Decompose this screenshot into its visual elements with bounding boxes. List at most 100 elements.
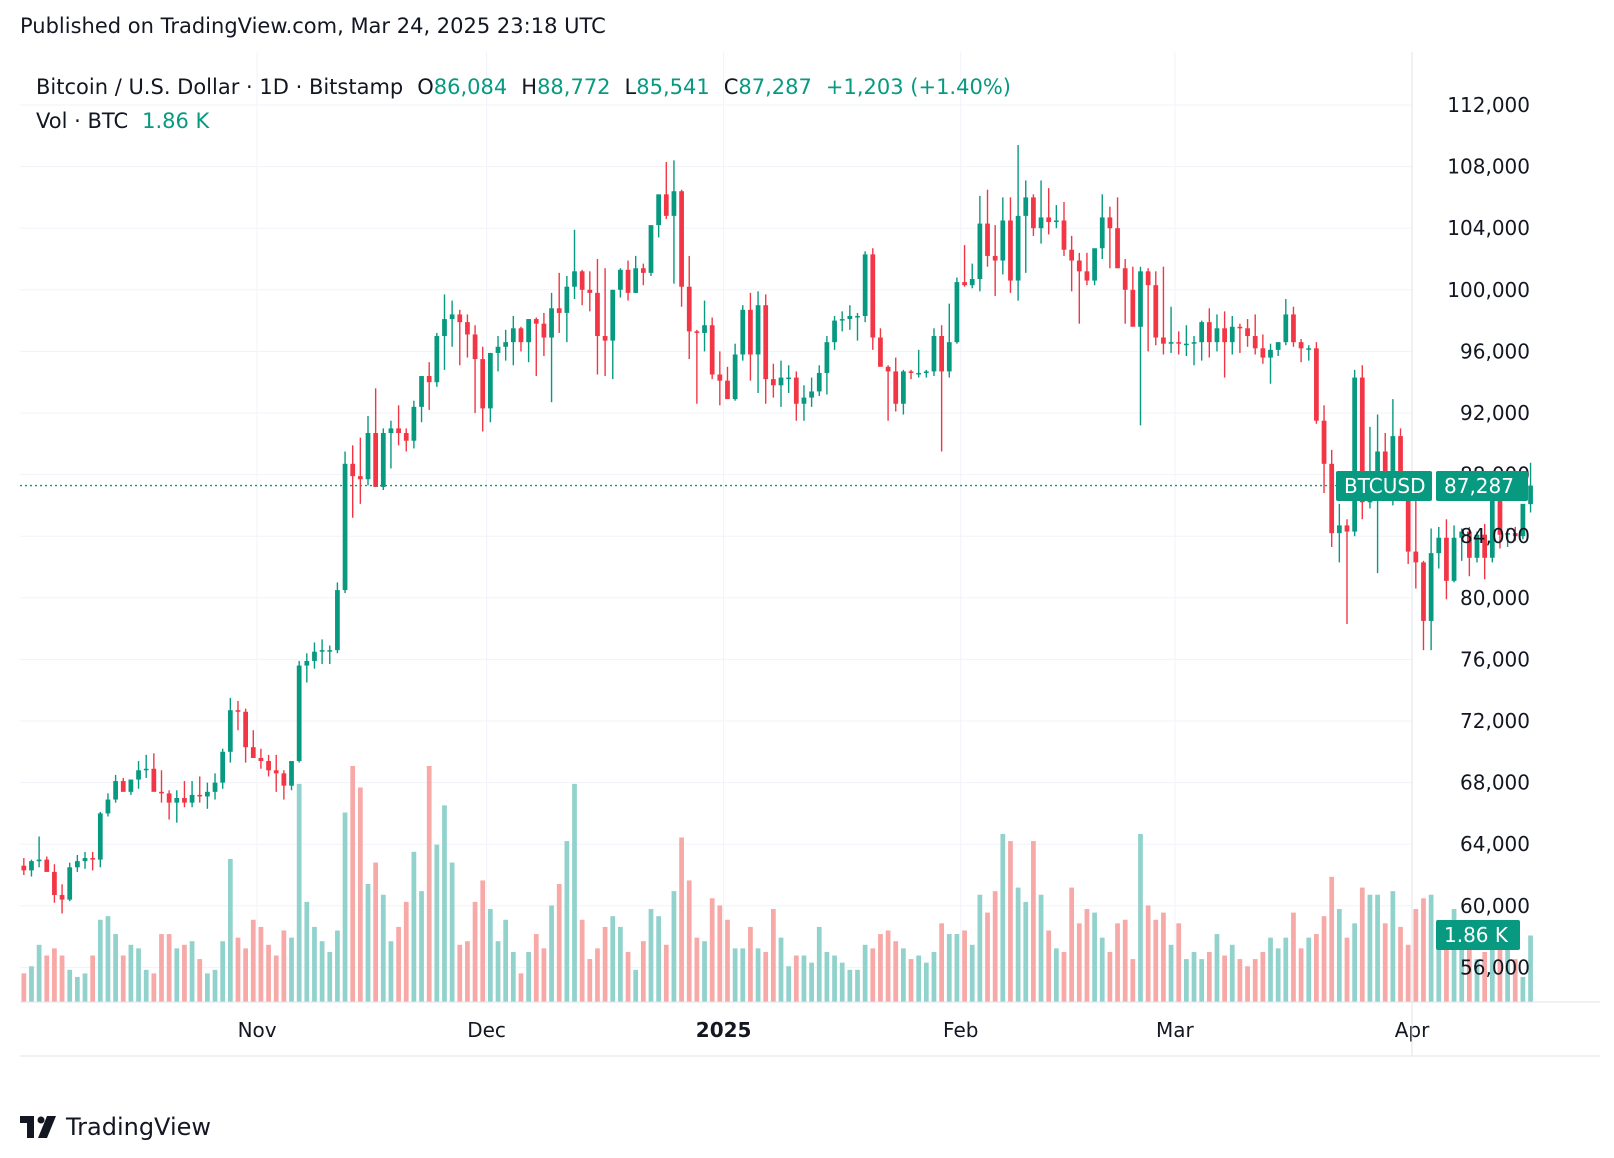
y-tick-label: 56,000 — [1460, 955, 1530, 979]
candle-body — [618, 269, 623, 290]
candle-body — [985, 223, 990, 256]
candle-body — [480, 359, 486, 409]
candle-body — [656, 194, 662, 226]
candle-body — [442, 319, 447, 336]
volume-bar — [350, 766, 356, 1002]
candle-body — [694, 331, 700, 333]
candle-body — [174, 798, 180, 803]
x-tick-label: 2025 — [696, 1018, 752, 1042]
chart-legend: Bitcoin / U.S. Dollar · 1D · Bitstamp O86… — [36, 70, 1011, 138]
volume-bar — [1421, 898, 1426, 1002]
candle-body — [373, 433, 379, 487]
candle-body — [1229, 326, 1235, 343]
volume-bar — [1512, 959, 1518, 1002]
volume-bar — [816, 926, 822, 1002]
low-label: L — [624, 75, 637, 99]
volume-bar — [21, 973, 27, 1002]
volume-bar — [1099, 937, 1105, 1002]
volume-bar — [549, 905, 554, 1002]
candle-body — [855, 315, 860, 318]
volume-bar — [52, 948, 57, 1002]
candle-body — [143, 768, 149, 771]
symbol-description[interactable]: Bitcoin / U.S. Dollar · 1D · Bitstamp — [36, 75, 404, 99]
volume-bar — [1344, 937, 1350, 1002]
candle-body — [1199, 322, 1205, 343]
volume-bar — [518, 973, 524, 1002]
candle-body — [380, 433, 386, 487]
y-tick-label: 84,000 — [1460, 524, 1530, 548]
candle-body — [1161, 337, 1166, 344]
candle-body — [1222, 328, 1227, 343]
volume-bar — [105, 916, 111, 1002]
volume-bar — [526, 951, 531, 1002]
volume-bar — [1367, 894, 1373, 1002]
candle-body — [1512, 533, 1518, 537]
volume-bar — [258, 926, 264, 1002]
candle-body — [946, 342, 952, 372]
volume-bar — [189, 941, 195, 1002]
candle-body — [136, 770, 141, 780]
volume-bar — [1031, 841, 1036, 1002]
volume-bar — [1115, 923, 1120, 1002]
candle-body — [595, 292, 600, 336]
candle-body — [59, 895, 65, 900]
volume-bar — [824, 951, 830, 1002]
volume-bar — [1130, 959, 1136, 1002]
candle-body — [166, 793, 172, 803]
candle-body — [755, 305, 761, 355]
candle-body — [105, 799, 111, 814]
volume-bar — [403, 901, 409, 1002]
volume-bar — [44, 955, 50, 1002]
volume-bar — [1428, 894, 1434, 1002]
change-value: +1,203 (+1.40%) — [825, 75, 1011, 99]
volume-bar — [694, 937, 700, 1002]
candle-body — [304, 660, 310, 666]
candle-body — [1076, 260, 1082, 272]
candle-body — [182, 798, 187, 803]
candle-body — [1306, 348, 1312, 350]
volume-bar — [273, 955, 279, 1002]
volume-bar — [1092, 912, 1097, 1002]
candle-body — [1321, 420, 1327, 464]
candle-body — [931, 336, 937, 372]
candle-body — [1466, 531, 1472, 558]
volume-bar — [556, 884, 562, 1002]
candle-body — [717, 374, 723, 381]
volume-bar — [793, 955, 799, 1002]
candle-body — [243, 711, 248, 748]
candle-body — [266, 761, 271, 771]
volume-bar — [296, 783, 302, 1002]
tradingview-branding[interactable]: TradingView — [20, 1110, 211, 1144]
candle-body — [120, 781, 126, 792]
volume-bar — [702, 941, 707, 1002]
candle-body — [472, 334, 478, 360]
candle-body — [1359, 377, 1365, 503]
candle-body — [885, 366, 891, 372]
candle-body — [1000, 220, 1006, 261]
candle-body — [335, 590, 340, 651]
volume-bar — [457, 944, 463, 1002]
candle-body — [1405, 493, 1411, 552]
volume-bar — [67, 969, 73, 1002]
volume-bar — [618, 926, 623, 1002]
volume-label[interactable]: Vol · BTC — [36, 109, 129, 133]
volume-bar — [1444, 930, 1449, 1002]
volume-bar — [495, 941, 501, 1002]
candle-body — [197, 794, 203, 797]
candle-body — [748, 309, 753, 355]
volume-bar — [1451, 909, 1457, 1002]
volume-bar — [885, 930, 891, 1002]
volume-bar — [755, 948, 761, 1002]
volume-bar — [839, 962, 845, 1002]
volume-bar — [1138, 833, 1143, 1002]
volume-tag-value: 1.86 K — [1436, 920, 1520, 951]
candle-body — [1283, 314, 1289, 343]
volume-bar — [205, 973, 210, 1002]
volume-bar — [1145, 905, 1151, 1002]
volume-bar — [625, 951, 631, 1002]
y-tick-label: 92,000 — [1460, 401, 1530, 425]
candle-body — [1268, 349, 1273, 358]
volume-bar — [648, 909, 654, 1002]
volume-bar — [709, 898, 715, 1002]
